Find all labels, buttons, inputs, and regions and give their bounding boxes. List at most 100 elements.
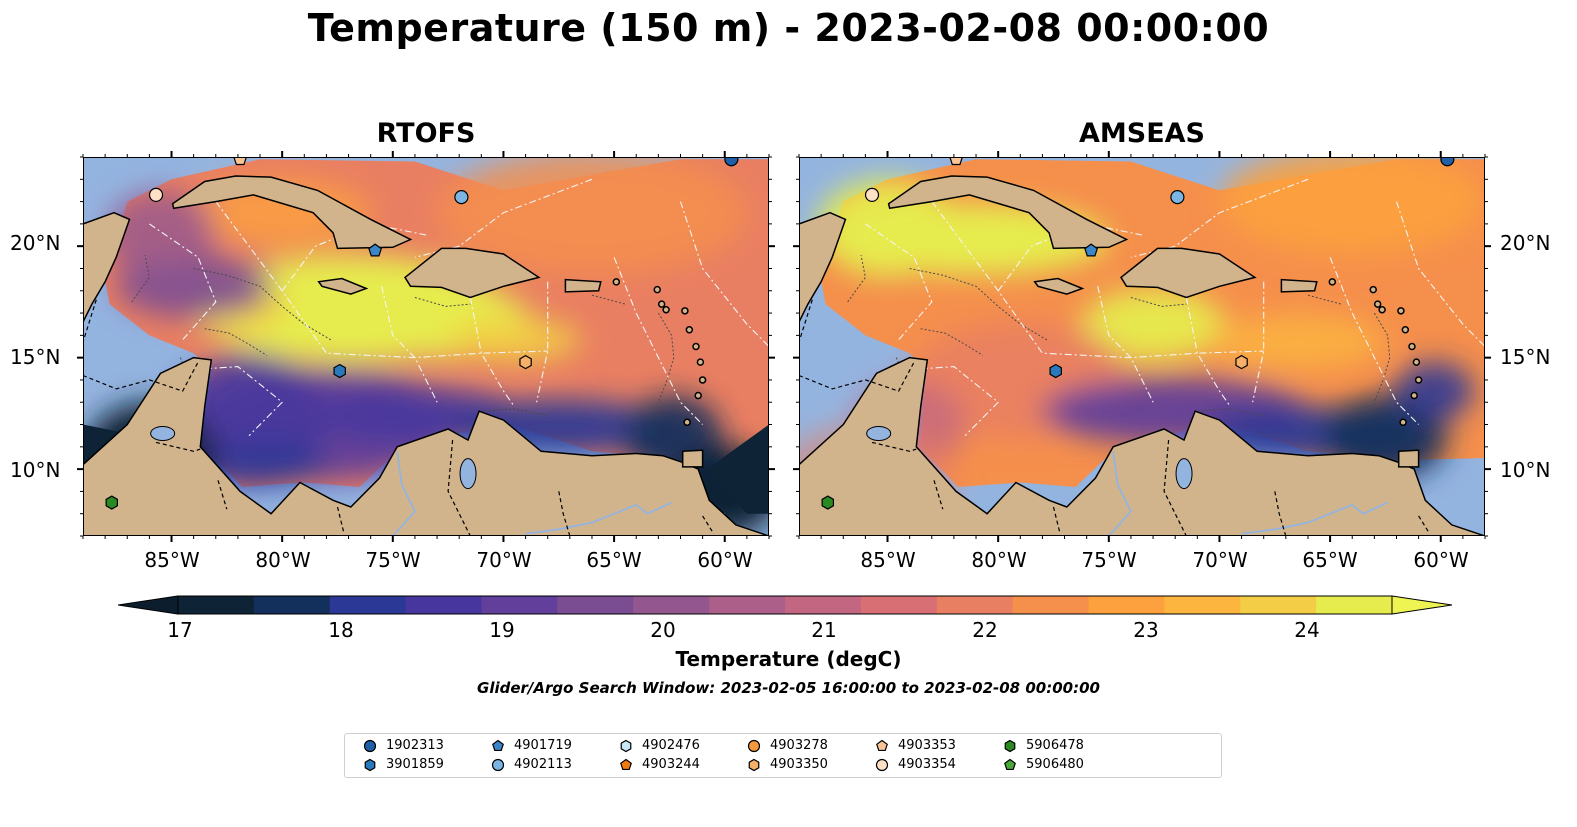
country-border: [155, 441, 201, 452]
river: [1108, 451, 1132, 536]
main-title: Temperature (150 m) - 2023-02-08 00:00:0…: [307, 6, 1270, 50]
x-tick-label: 85°W: [860, 548, 916, 572]
colorbar-tick-label: 20: [650, 618, 676, 642]
map-panel-rtofs: [83, 157, 769, 536]
eez-boundary: [1097, 286, 1154, 403]
country-border: [1274, 491, 1287, 536]
temperature-anomaly: [1082, 288, 1224, 360]
legend-item: 4901719: [491, 738, 572, 753]
legend-marker-icon: [1004, 739, 1016, 752]
legend-item: 5906478: [1003, 738, 1084, 753]
depth-contour: [1197, 408, 1264, 417]
legend-item-label: 1902313: [386, 738, 444, 753]
depth-contour: [414, 297, 471, 307]
x-tick-label: 75°W: [365, 548, 421, 572]
country-border: [217, 480, 228, 510]
depth-contour: [204, 328, 267, 356]
legend-marker-icon: [748, 758, 760, 771]
colorbar-segment: [860, 596, 938, 614]
legend-item-label: 4903353: [898, 738, 956, 753]
x-tick-label: 80°W: [255, 548, 311, 572]
temperature-anomaly: [437, 157, 747, 276]
land-island: [683, 418, 691, 427]
legend-marker-icon: [620, 739, 632, 752]
land-island: [685, 326, 694, 334]
depth-contour: [657, 312, 675, 403]
argo-marker-4903350: [519, 354, 532, 370]
colorbar-segment: [329, 596, 407, 614]
y-tick-label-left: 10°N: [10, 458, 61, 482]
temperature-anomaly: [816, 179, 959, 278]
lake-nicaragua: [150, 425, 176, 441]
colorbar-tick-label: 21: [811, 618, 837, 642]
land-island: [1369, 285, 1377, 294]
colorbar-segment: [253, 596, 331, 614]
legend-item-label: 5906480: [1026, 757, 1084, 772]
country-border: [447, 440, 471, 536]
colorbar-segment: [709, 596, 786, 614]
lake-nicaragua: [866, 425, 892, 441]
land-trinidad: [681, 449, 704, 468]
land-island: [1412, 358, 1421, 366]
legend-marker-icon: [364, 758, 376, 771]
colorbar-tick-label: 19: [489, 618, 515, 642]
x-tick-label: 80°W: [971, 548, 1027, 572]
land-trinidad: [1397, 449, 1420, 468]
river: [525, 503, 637, 535]
country-border: [1052, 506, 1061, 534]
colorbar-segment: [1164, 596, 1241, 614]
legend-item-label: 4903350: [770, 757, 828, 772]
colorbar-segment: [785, 596, 862, 614]
legend-item: 1902313: [363, 738, 444, 753]
land-jamaica: [1033, 277, 1085, 295]
land-island: [1410, 391, 1418, 400]
legend-marker-icon: [491, 758, 505, 771]
legend-item-label: 5906478: [1026, 738, 1084, 753]
legend-item-label: 4902476: [642, 738, 700, 753]
colorbar-outline: [177, 595, 1393, 615]
land-island: [1408, 342, 1416, 351]
colorbar-segment: [936, 596, 1014, 614]
land-island: [692, 342, 700, 351]
legend-marker-icon: [875, 758, 889, 771]
temperature-anomaly: [1219, 157, 1485, 256]
land-puertorico: [564, 278, 602, 293]
y-tick-label-right: 10°N: [1500, 458, 1551, 482]
colorbar-tick-label: 23: [1133, 618, 1159, 642]
legend-item: 3901859: [363, 757, 444, 772]
depth-contour: [481, 408, 548, 417]
country-border: [336, 506, 345, 534]
legend-item-label: 3901859: [386, 757, 444, 772]
temperature-anomaly: [1208, 315, 1386, 369]
land-hispaniola: [1120, 247, 1257, 299]
legend-item: 4903350: [747, 757, 828, 772]
x-tick-label: 70°W: [476, 548, 532, 572]
argo-marker-4901719: [368, 243, 382, 257]
colorbar-title: Temperature (degC): [675, 647, 902, 671]
country-border: [1418, 515, 1431, 535]
land-island: [696, 358, 705, 366]
country-border: [799, 299, 813, 343]
colorbar-segment: [633, 596, 710, 614]
argo-marker-3901859: [333, 363, 346, 379]
temperature-anomaly: [105, 190, 216, 280]
land-island: [662, 305, 670, 314]
legend-item-label: 4903244: [642, 757, 700, 772]
depth-contour: [847, 255, 866, 303]
legend-item: 4902113: [491, 757, 572, 772]
colorbar-extend-max: [1391, 595, 1452, 615]
land-island: [1373, 300, 1382, 308]
land-island: [698, 376, 707, 384]
eez-boundary: [381, 286, 438, 403]
colorbar: [118, 595, 1452, 615]
colorbar-tick-label: 24: [1294, 618, 1320, 642]
colorbar-segment: [557, 596, 634, 614]
y-tick-label-left: 15°N: [10, 345, 61, 369]
map-svg: [799, 157, 1485, 536]
x-tick-label: 60°W: [1413, 548, 1469, 572]
land-island: [612, 278, 621, 286]
depth-contour: [909, 268, 1048, 341]
depth-contour: [591, 294, 626, 305]
river: [1241, 503, 1353, 535]
